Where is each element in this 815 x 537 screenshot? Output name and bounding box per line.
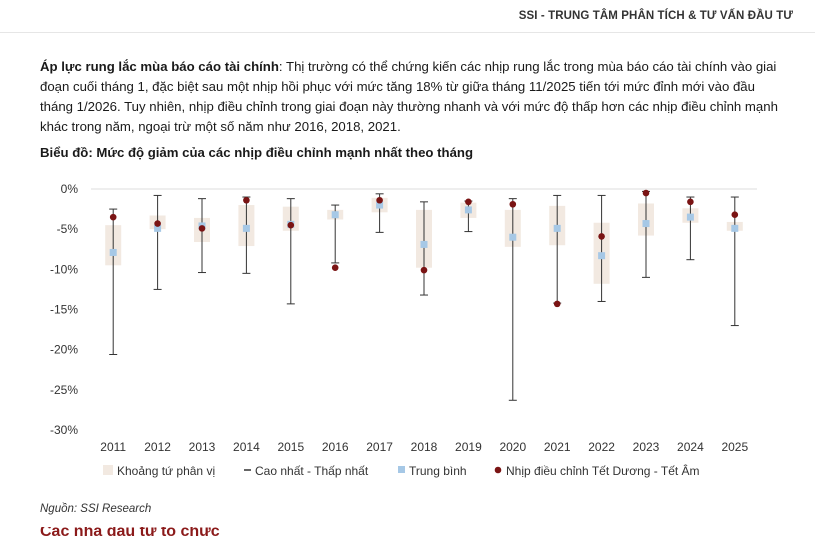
- tet-marker-2019: [465, 198, 472, 206]
- legend-tet-swatch: [494, 466, 502, 474]
- legend-iqr-label: Khoảng tứ phân vị: [117, 464, 215, 478]
- tet-marker-2014: [243, 196, 250, 204]
- x-tick-label: 2011: [100, 440, 126, 454]
- mean-marker-2025: [731, 224, 739, 232]
- x-tick-label: 2018: [411, 440, 438, 454]
- y-tick-label: -20%: [50, 343, 78, 357]
- mean-marker-2016: [331, 211, 339, 219]
- tet-marker-2020: [509, 200, 517, 208]
- x-tick-label: 2017: [366, 440, 393, 454]
- x-tick-label: 2012: [144, 440, 171, 454]
- x-tick-label: 2013: [189, 440, 216, 454]
- tet-marker-2012: [154, 220, 161, 227]
- next-section-heading: Các nhà đầu tư tổ chức: [40, 527, 280, 537]
- source-note: Nguồn: SSI Research: [40, 503, 152, 515]
- mean-marker-2024: [686, 213, 694, 221]
- x-tick-label: 2022: [588, 440, 615, 454]
- paragraph-body: : Thị trường có thể chứng kiến các nhịp …: [40, 59, 778, 134]
- header-divider: [0, 32, 815, 33]
- mean-marker-2012: [154, 224, 162, 232]
- x-tick-label: 2025: [721, 440, 748, 454]
- x-tick-label: 2021: [544, 440, 571, 454]
- tet-marker-2023: [642, 189, 650, 197]
- legend-mean-swatch: [398, 466, 405, 473]
- tet-marker-2017: [376, 196, 383, 204]
- x-tick-label: 2014: [233, 440, 260, 454]
- mean-marker-2021: [553, 224, 561, 232]
- tet-marker-2015: [287, 221, 295, 229]
- y-tick-label: -15%: [50, 303, 78, 317]
- mean-marker-2018: [420, 240, 428, 248]
- y-tick-label: -10%: [50, 262, 78, 276]
- box-plot-chart: 0% -5% -10% -15% -20% -25% -30% 2011 2012 2013 201…: [50, 182, 757, 478]
- report-header: SSI - TRUNG TÂM PHÂN TÍCH & TƯ VẤN ĐẦU T…: [518, 10, 793, 22]
- legend-range-label: Cao nhất - Thấp nhất: [255, 464, 369, 478]
- x-tick-label: 2024: [677, 440, 704, 454]
- tet-marker-2013: [198, 225, 206, 232]
- legend-mean-label: Trung bình: [409, 464, 467, 478]
- x-tick-label: 2023: [633, 440, 660, 454]
- tet-marker-2016: [331, 264, 339, 272]
- legend-iqr-swatch: [103, 465, 113, 475]
- tet-marker-2021: [553, 300, 561, 308]
- legend-tet-label: Nhịp điều chỉnh Tết Dương - Tết Âm: [506, 463, 700, 478]
- mean-marker-2014: [242, 224, 250, 232]
- tet-marker-2022: [598, 233, 605, 240]
- y-tick-label: 0%: [61, 182, 79, 196]
- intro-paragraph: Áp lực rung lắc mùa báo cáo tài chính: T…: [40, 57, 780, 137]
- tet-marker-2011: [109, 213, 117, 221]
- mean-marker-2017: [376, 201, 384, 209]
- tet-marker-2025: [731, 211, 739, 219]
- y-tick-label: -5%: [57, 222, 79, 236]
- x-tick-label: 2016: [322, 440, 349, 454]
- mean-marker-2022: [598, 252, 606, 260]
- x-tick-label: 2015: [277, 440, 304, 454]
- mean-marker-2019: [464, 206, 472, 214]
- next-section-heading-text: Các nhà đầu tư tổ chức: [40, 527, 220, 537]
- tet-marker-2024: [687, 198, 694, 206]
- x-tick-label: 2020: [499, 440, 526, 454]
- paragraph-lead: Áp lực rung lắc mùa báo cáo tài chính: [40, 59, 279, 74]
- mean-marker-2011: [109, 248, 117, 256]
- x-tick-label: 2019: [455, 440, 482, 454]
- y-tick-label: -25%: [50, 383, 78, 397]
- mean-marker-2023: [642, 220, 650, 228]
- mean-marker-2020: [509, 233, 517, 241]
- chart-title: Biểu đồ: Mức độ giảm của các nhịp điều c…: [40, 145, 474, 160]
- y-tick-label: -30%: [50, 423, 78, 437]
- tet-marker-2018: [420, 266, 428, 274]
